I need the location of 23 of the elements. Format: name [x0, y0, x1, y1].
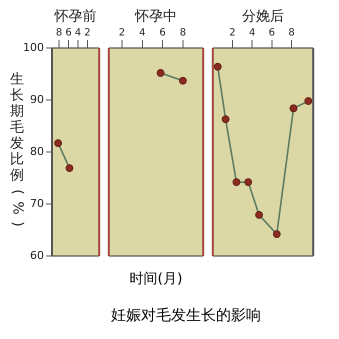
- chart-title: 怀孕中: [134, 8, 177, 25]
- text: 妊娠对毛发生长的影响: [110, 306, 262, 325]
- x-tick-label: 8: [180, 28, 186, 39]
- x-tick-label: 8: [56, 28, 62, 39]
- x-tick-label: 4: [248, 28, 256, 39]
- x-tick-label: 6: [159, 28, 166, 39]
- x-tick-label: 6: [65, 28, 72, 39]
- x-tick-label: 4: [74, 28, 82, 39]
- y-tick-label: 70: [30, 196, 44, 210]
- chart-title: 怀孕前: [54, 8, 97, 25]
- y-tick-label: 60: [30, 248, 44, 262]
- x-tick-label: 6: [268, 28, 276, 39]
- x-tick-label: 2: [84, 28, 91, 39]
- y-tick-label: 80: [30, 144, 44, 158]
- x-tick-label: 4: [139, 28, 146, 39]
- x-axis-title: 时间(月): [128, 270, 184, 288]
- x-tick-label: 2: [229, 28, 236, 39]
- text: 生长期毛发比例(%): [9, 72, 26, 227]
- y-tick-label: 90: [30, 92, 44, 106]
- chart-title: 分娩后: [242, 8, 284, 25]
- x-tick-label: 8: [288, 28, 295, 39]
- y-tick-label: 100: [23, 40, 44, 54]
- x-tick-label: 2: [118, 28, 126, 39]
